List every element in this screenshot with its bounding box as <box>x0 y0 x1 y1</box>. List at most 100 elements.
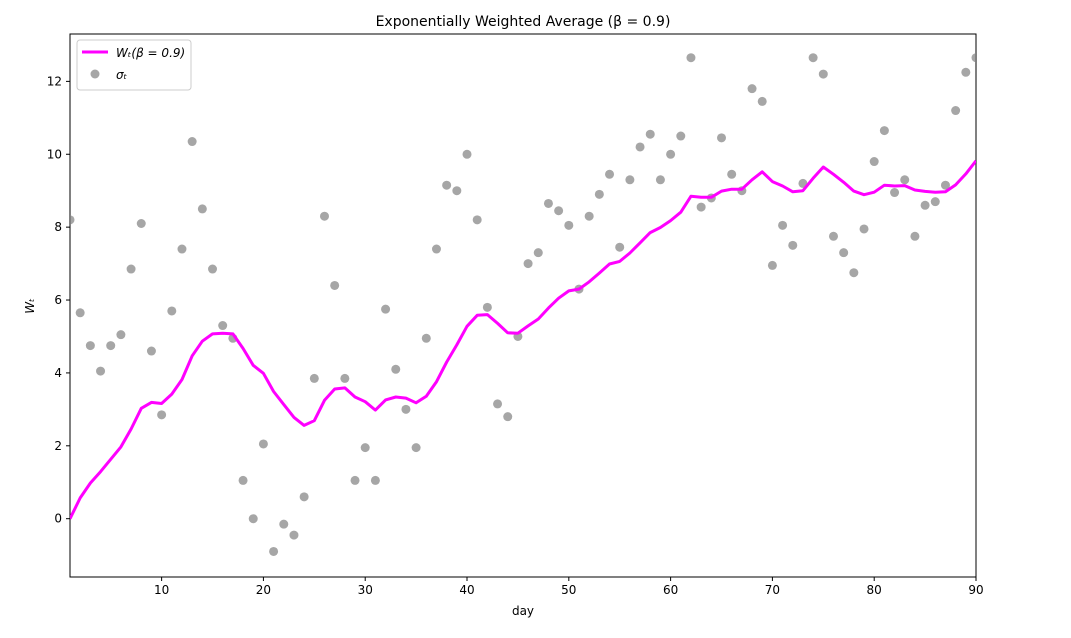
y-tick-label: 0 <box>54 512 62 526</box>
x-tick-label: 50 <box>561 583 576 597</box>
y-tick-label: 4 <box>54 366 62 380</box>
sigma-point <box>126 264 136 274</box>
sigma-point <box>218 321 228 331</box>
sigma-point <box>605 169 615 179</box>
y-axis: 0 2 4 6 8 10 12 <box>47 74 70 526</box>
y-tick-label: 12 <box>47 74 62 88</box>
sigma-point <box>818 69 828 79</box>
legend: Wₜ(β = 0.9) σₜ <box>76 39 192 91</box>
sigma-point <box>859 224 869 234</box>
sigma-point <box>330 280 340 290</box>
sigma-point <box>70 215 75 225</box>
legend-label-sigma: σₜ <box>116 68 128 82</box>
sigma-point <box>421 333 431 343</box>
sigma-point <box>910 231 920 241</box>
sigma-point <box>431 244 441 254</box>
sigma-point <box>391 364 401 374</box>
sigma-point <box>635 142 645 152</box>
x-tick-label: 30 <box>358 583 373 597</box>
legend-label-ewa: Wₜ(β = 0.9) <box>116 46 185 60</box>
sigma-point <box>197 204 207 214</box>
sigma-point <box>564 220 574 230</box>
sigma-point <box>462 149 472 159</box>
y-tick-label: 10 <box>47 147 62 161</box>
sigma-point <box>157 410 167 420</box>
sigma-point <box>686 53 696 63</box>
sigma-point <box>645 129 655 139</box>
legend-marker-swatch <box>90 69 100 79</box>
sigma-point <box>767 260 777 270</box>
sigma-point <box>543 198 553 208</box>
x-tick-label: 90 <box>968 583 983 597</box>
sigma-point <box>238 475 248 485</box>
x-axis: 10 20 30 40 50 60 70 80 90 <box>154 577 984 597</box>
x-tick-label: 80 <box>867 583 882 597</box>
sigma-point <box>655 175 665 185</box>
sigma-point <box>615 242 625 252</box>
plot-area <box>69 33 977 578</box>
sigma-point <box>625 175 635 185</box>
y-tick-label: 2 <box>54 439 62 453</box>
sigma-point <box>85 341 95 351</box>
sigma-point <box>258 439 268 449</box>
sigma-point <box>808 53 818 63</box>
sigma-point <box>299 492 309 502</box>
sigma-point <box>452 186 462 196</box>
sigma-point <box>177 244 187 254</box>
x-tick-label: 20 <box>256 583 271 597</box>
x-axis-label: day <box>512 604 534 618</box>
sigma-point <box>778 220 788 230</box>
sigma-point <box>961 67 971 77</box>
sigma-point <box>788 240 798 250</box>
sigma-point <box>309 373 319 383</box>
x-tick-label: 60 <box>663 583 678 597</box>
sigma-point <box>319 211 329 221</box>
sigma-point <box>482 302 492 312</box>
y-tick-label: 6 <box>54 293 62 307</box>
sigma-point <box>75 308 85 318</box>
sigma-point <box>849 268 859 278</box>
sigma-point <box>96 366 106 376</box>
sigma-point <box>554 206 564 216</box>
sigma-point <box>381 304 391 314</box>
sigma-point <box>900 175 910 185</box>
sigma-point <box>116 330 126 340</box>
x-tick-label: 10 <box>154 583 169 597</box>
sigma-point <box>940 180 950 190</box>
sigma-point <box>839 248 849 258</box>
sigma-point <box>503 412 513 422</box>
sigma-point <box>248 514 258 524</box>
sigma-point <box>350 475 360 485</box>
sigma-point <box>696 202 706 212</box>
sigma-point <box>401 404 411 414</box>
sigma-point <box>828 231 838 241</box>
sigma-point <box>890 188 900 198</box>
y-axis-label: Wₜ <box>23 298 37 314</box>
sigma-point <box>594 189 604 199</box>
sigma-point <box>930 197 940 207</box>
sigma-point <box>136 219 146 229</box>
chart-title: Exponentially Weighted Average (β = 0.9) <box>376 14 671 30</box>
x-tick-label: 40 <box>459 583 474 597</box>
sigma-point <box>279 519 289 529</box>
sigma-point <box>676 131 686 141</box>
sigma-point <box>869 157 879 167</box>
sigma-point <box>727 169 737 179</box>
sigma-point <box>269 546 279 556</box>
sigma-point <box>146 346 156 356</box>
sigma-point <box>167 306 177 316</box>
sigma-point <box>360 443 370 453</box>
sigma-point <box>493 399 503 409</box>
sigma-point <box>584 211 594 221</box>
sigma-point <box>971 53 976 63</box>
sigma-point <box>289 530 299 540</box>
y-tick-label: 8 <box>54 220 62 234</box>
series-layer <box>70 53 976 556</box>
sigma-point <box>340 373 350 383</box>
sigma-point <box>370 475 380 485</box>
sigma-point <box>523 259 533 269</box>
sigma-point <box>879 126 889 136</box>
sigma-point <box>411 443 421 453</box>
sigma-point <box>920 200 930 210</box>
